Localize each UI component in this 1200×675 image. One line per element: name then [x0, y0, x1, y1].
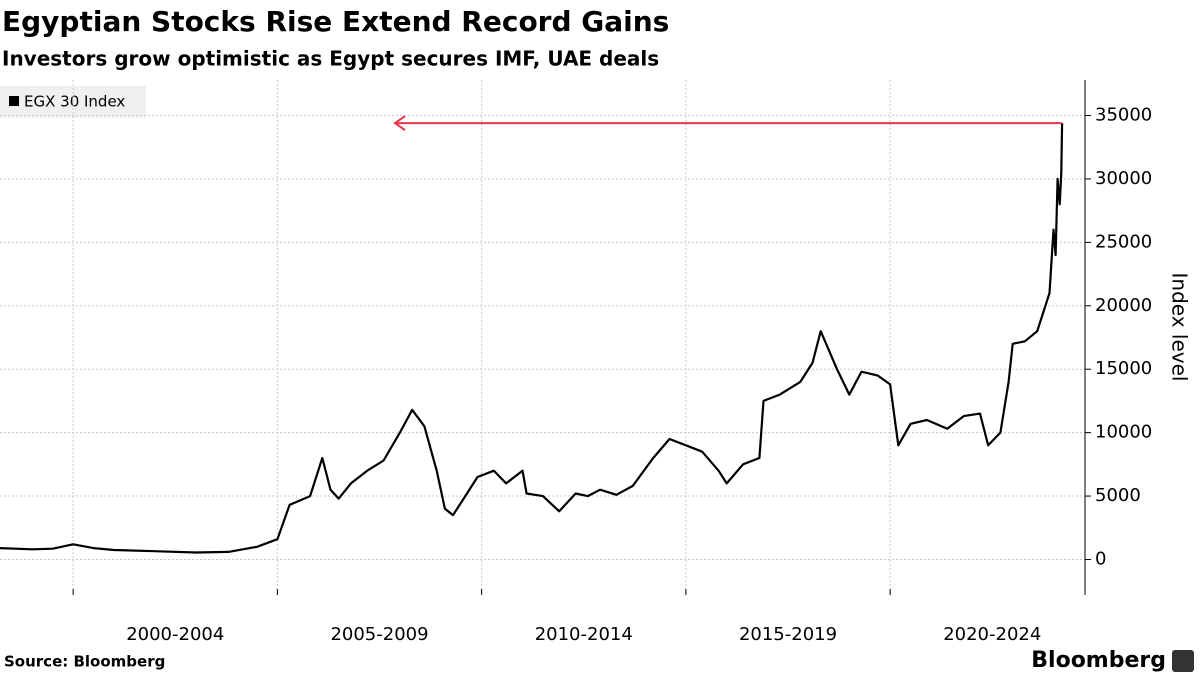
legend-swatch — [9, 96, 19, 106]
y-tick-label: 15000 — [1095, 358, 1152, 379]
x-tick-label: 2010-2014 — [535, 624, 633, 645]
y-tick-label: 5000 — [1095, 485, 1141, 506]
y-tick-label: 30000 — [1095, 168, 1152, 189]
chart-subtitle: Investors grow optimistic as Egypt secur… — [2, 47, 659, 71]
record-arrow-head — [393, 115, 406, 131]
brand: Bloomberg — [1031, 648, 1166, 673]
line — [0, 123, 1064, 554]
x-tick-label: 2000-2004 — [126, 624, 224, 645]
x-tick-label: 2020-2024 — [943, 624, 1041, 645]
y-tick-label: 0 — [1095, 548, 1106, 569]
chart-title: Egyptian Stocks Rise Extend Record Gains — [2, 5, 669, 38]
x-tick-label: 2005-2009 — [330, 624, 428, 645]
legend-label: EGX 30 Index — [24, 93, 125, 111]
y-tick-label: 35000 — [1095, 105, 1152, 126]
x-tick-label: 2015-2019 — [739, 624, 837, 645]
y-tick-label: 25000 — [1095, 231, 1152, 252]
y-axis-label: Index level — [1168, 273, 1192, 382]
y-tick-label: 20000 — [1095, 295, 1152, 316]
brand-icon — [1172, 650, 1194, 672]
source: Source: Bloomberg — [4, 653, 165, 671]
y-tick-label: 10000 — [1095, 422, 1152, 443]
